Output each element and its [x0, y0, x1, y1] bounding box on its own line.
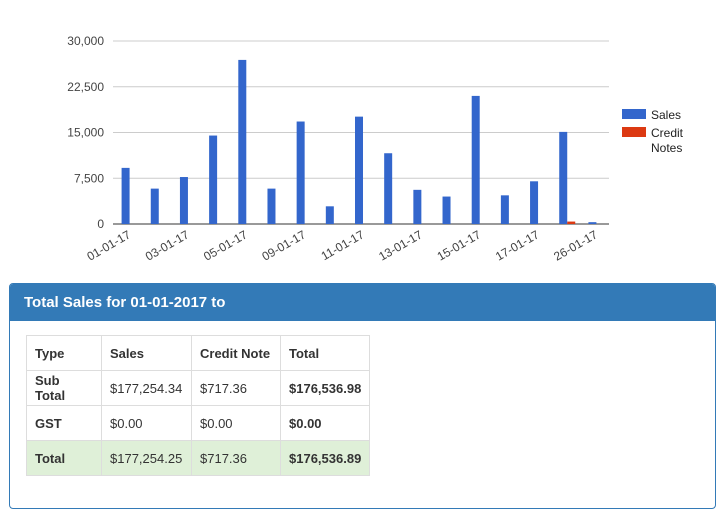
- row-total: $0.00: [279, 405, 371, 441]
- header-sales: Sales: [101, 335, 192, 371]
- row-type: Total: [26, 440, 102, 476]
- x-tick-label: 09-01-17: [260, 227, 309, 263]
- sales-bar: [238, 59, 247, 224]
- header-type: Type: [26, 335, 102, 371]
- sales-bar: [209, 135, 218, 224]
- sales-bar-chart: 0 7,500 15,000 22,500 30,000 01-01-17 03-01-1…: [67, 34, 684, 264]
- x-tick-label: 11-01-17: [319, 227, 367, 263]
- sales-bar: [588, 222, 597, 224]
- sales-bar: [471, 95, 480, 225]
- row-credit-note: $717.36: [191, 440, 281, 476]
- chart-bars: [121, 59, 597, 225]
- x-tick-label: 01-01-17: [84, 227, 133, 263]
- y-tick-label: 30,000: [67, 34, 104, 48]
- row-sales: $0.00: [101, 405, 192, 441]
- x-tick-label: 05-01-17: [201, 227, 250, 263]
- row-credit-note: $0.00: [191, 405, 281, 441]
- table-row: Sub Total $177,254.34 $717.36 $176,536.9…: [26, 370, 371, 406]
- sales-bar: [500, 195, 509, 224]
- legend-swatch-credit-notes: [622, 127, 646, 137]
- y-tick-label: 15,000: [67, 126, 104, 140]
- row-sales: $177,254.25: [101, 440, 192, 476]
- x-tick-label: 17-01-17: [493, 227, 542, 263]
- panel-title: Total Sales for 01-01-2017 to: [10, 284, 715, 321]
- sales-bar: [530, 181, 539, 224]
- sales-bar: [267, 188, 276, 224]
- sales-bar: [355, 116, 363, 224]
- x-tick-label: 03-01-17: [143, 227, 192, 263]
- table-row: Total $177,254.25 $717.36 $176,536.89: [26, 440, 371, 476]
- row-type: GST: [26, 405, 102, 441]
- header-total: Total: [279, 335, 371, 371]
- sales-bar: [442, 196, 451, 224]
- y-tick-label: 22,500: [67, 80, 104, 94]
- y-tick-label: 7,500: [74, 171, 104, 185]
- legend-swatch-sales: [622, 109, 646, 119]
- total-sales-panel: Total Sales for 01-01-2017 to Type Sales…: [9, 283, 716, 509]
- x-tick-label: 26-01-17: [551, 227, 600, 263]
- summary-table: Type Sales Credit Note Total Sub Total $…: [26, 335, 371, 476]
- table-row: GST $0.00 $0.00 $0.00: [26, 405, 371, 441]
- row-total: $176,536.89: [279, 440, 371, 476]
- y-axis-tick-labels: 0 7,500 15,000 22,500 30,000: [67, 34, 104, 231]
- x-tick-label: 13-01-17: [376, 227, 425, 263]
- row-credit-note: $717.36: [191, 370, 281, 406]
- row-type: Sub Total: [26, 370, 102, 406]
- legend-label: Credit: [651, 126, 684, 140]
- row-sales: $177,254.34: [101, 370, 192, 406]
- sales-bar: [325, 206, 334, 224]
- header-credit-note: Credit Note: [191, 335, 281, 371]
- x-tick-label: 15-01-17: [435, 227, 484, 263]
- sales-bar: [121, 167, 130, 224]
- row-total: $176,536.98: [279, 370, 371, 406]
- legend-label: Sales: [651, 108, 681, 122]
- sales-bar: [296, 121, 305, 224]
- sales-bar: [559, 131, 568, 224]
- credit-notes-bar: [567, 221, 576, 224]
- sales-bar: [384, 153, 393, 224]
- sales-bar: [179, 177, 188, 224]
- legend-label: Notes: [651, 141, 682, 155]
- x-axis-tick-labels: 01-01-17 03-01-17 05-01-17 09-01-17 11-01-17…: [84, 227, 600, 263]
- y-tick-label: 0: [97, 217, 104, 231]
- sales-bar: [413, 189, 422, 224]
- sales-bar: [150, 188, 159, 224]
- table-header-row: Type Sales Credit Note Total: [26, 335, 371, 371]
